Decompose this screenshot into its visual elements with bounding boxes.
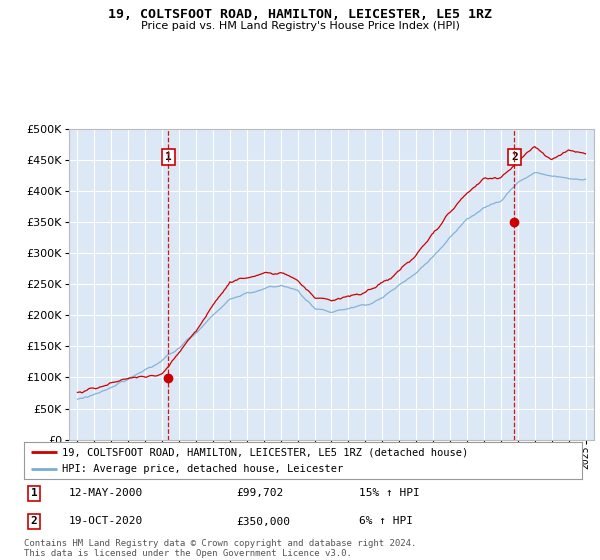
Text: 15% ↑ HPI: 15% ↑ HPI <box>359 488 419 498</box>
Text: £99,702: £99,702 <box>236 488 283 498</box>
Text: 19-OCT-2020: 19-OCT-2020 <box>68 516 143 526</box>
Text: 6% ↑ HPI: 6% ↑ HPI <box>359 516 413 526</box>
Text: 1: 1 <box>165 152 172 162</box>
Text: 19, COLTSFOOT ROAD, HAMILTON, LEICESTER, LE5 1RZ: 19, COLTSFOOT ROAD, HAMILTON, LEICESTER,… <box>108 8 492 21</box>
Text: HPI: Average price, detached house, Leicester: HPI: Average price, detached house, Leic… <box>62 464 343 474</box>
Text: Contains HM Land Registry data © Crown copyright and database right 2024.
This d: Contains HM Land Registry data © Crown c… <box>24 539 416 558</box>
Text: 2: 2 <box>31 516 37 526</box>
Text: Price paid vs. HM Land Registry's House Price Index (HPI): Price paid vs. HM Land Registry's House … <box>140 21 460 31</box>
Text: 19, COLTSFOOT ROAD, HAMILTON, LEICESTER, LE5 1RZ (detached house): 19, COLTSFOOT ROAD, HAMILTON, LEICESTER,… <box>62 447 468 457</box>
Text: 2: 2 <box>511 152 518 162</box>
Text: 12-MAY-2000: 12-MAY-2000 <box>68 488 143 498</box>
Text: 1: 1 <box>31 488 37 498</box>
Text: £350,000: £350,000 <box>236 516 290 526</box>
